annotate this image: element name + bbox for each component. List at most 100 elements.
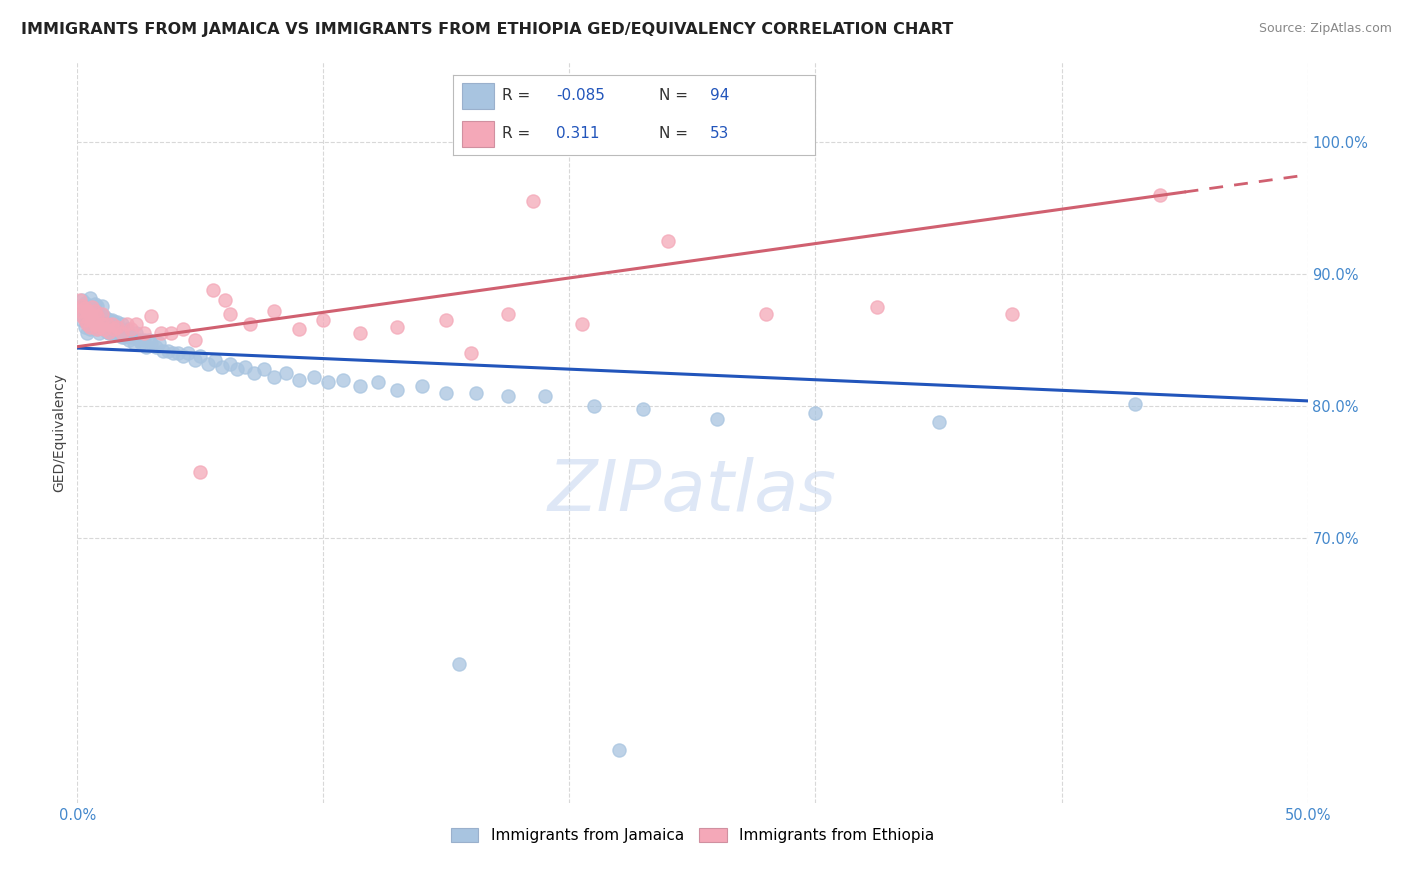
Point	[90, 310, 114, 324]
Point	[633, 401, 655, 416]
Point	[111, 330, 132, 344]
Point	[125, 326, 148, 341]
Point	[447, 657, 470, 671]
Point	[534, 388, 557, 402]
Point	[302, 370, 325, 384]
Point	[70, 293, 93, 308]
Point	[172, 322, 194, 336]
Point	[73, 301, 96, 316]
Point	[90, 317, 114, 331]
Point	[118, 333, 141, 347]
Point	[201, 283, 224, 297]
Y-axis label: GED/Equivalency: GED/Equivalency	[52, 373, 66, 492]
Point	[253, 362, 276, 376]
Point	[79, 301, 101, 316]
Point	[657, 234, 679, 248]
Point	[115, 317, 138, 331]
Point	[96, 312, 118, 326]
Point	[122, 335, 145, 350]
Point	[112, 330, 135, 344]
Point	[70, 299, 93, 313]
Point	[83, 317, 105, 331]
Point	[152, 343, 174, 358]
Point	[366, 376, 388, 390]
Point	[70, 310, 93, 324]
Point	[197, 357, 219, 371]
Point	[103, 322, 125, 336]
Point	[82, 300, 104, 314]
Point	[141, 310, 163, 324]
Point	[90, 319, 114, 334]
Point	[121, 330, 143, 344]
Point	[108, 326, 131, 341]
Point	[101, 325, 124, 339]
Point	[73, 296, 96, 310]
Point	[83, 307, 105, 321]
Point	[157, 343, 180, 358]
Point	[76, 304, 98, 318]
Point	[96, 317, 118, 331]
Point	[111, 317, 132, 331]
Point	[129, 335, 153, 350]
Point	[76, 304, 98, 318]
Point	[866, 300, 889, 314]
Point	[188, 465, 212, 479]
Point	[96, 325, 118, 339]
Point	[226, 362, 249, 376]
Point	[496, 388, 519, 402]
Point	[69, 304, 91, 318]
Point	[804, 406, 827, 420]
Point	[90, 299, 114, 313]
Point	[73, 307, 96, 321]
Point	[167, 346, 190, 360]
Point	[349, 326, 371, 341]
Point	[1149, 187, 1171, 202]
Point	[69, 307, 91, 321]
Point	[755, 307, 778, 321]
Point	[132, 333, 155, 347]
Point	[98, 313, 121, 327]
Point	[103, 315, 125, 329]
Point	[312, 313, 335, 327]
Point	[83, 317, 105, 331]
Point	[70, 313, 93, 327]
Point	[411, 379, 433, 393]
Point	[83, 297, 105, 311]
Point	[160, 326, 183, 341]
Point	[121, 322, 143, 336]
Point	[145, 340, 167, 354]
Point	[385, 319, 409, 334]
Point	[172, 349, 194, 363]
Point	[332, 373, 354, 387]
Point	[98, 326, 121, 341]
Point	[465, 386, 488, 401]
Point	[86, 322, 108, 336]
Point	[103, 326, 125, 341]
Point	[82, 310, 104, 324]
Point	[1125, 396, 1147, 410]
Point	[263, 304, 285, 318]
Point	[115, 322, 138, 336]
Point	[93, 322, 115, 336]
Point	[79, 291, 101, 305]
Point	[349, 379, 371, 393]
Point	[79, 307, 101, 321]
Point	[706, 412, 728, 426]
Point	[79, 322, 101, 336]
Point	[385, 384, 409, 398]
Point	[150, 326, 173, 341]
Point	[928, 415, 950, 429]
Point	[98, 325, 121, 339]
Point	[89, 310, 111, 324]
Point	[132, 326, 155, 341]
Point	[177, 346, 200, 360]
Point	[460, 346, 482, 360]
Point	[83, 304, 105, 318]
Point	[607, 743, 630, 757]
Point	[73, 313, 96, 327]
Point	[141, 335, 163, 350]
Text: ZIPatlas: ZIPatlas	[548, 458, 837, 526]
Point	[69, 300, 91, 314]
Point	[73, 319, 96, 334]
Point	[148, 335, 170, 350]
